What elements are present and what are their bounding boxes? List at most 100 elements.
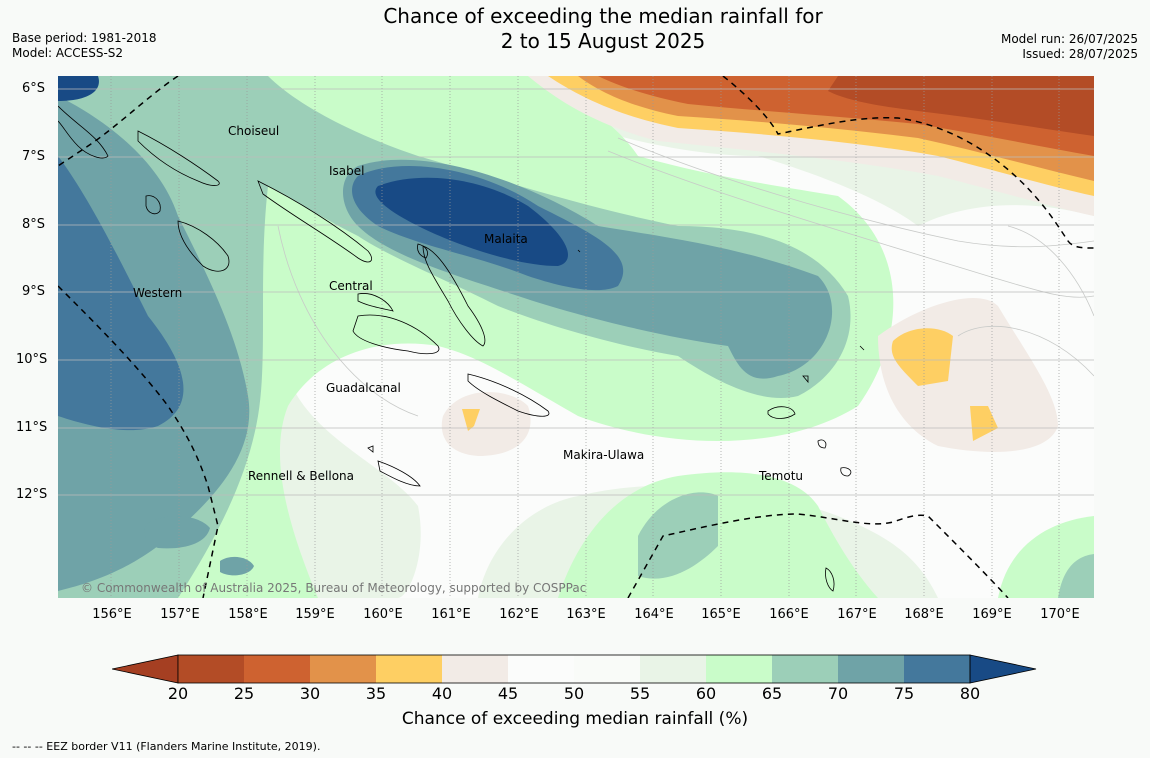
island-makira (467, 373, 550, 417)
lat-label-12s: 12°S (16, 487, 48, 502)
colorbar-segment (838, 655, 904, 683)
label-guadalcanal: Guadalcanal (326, 381, 401, 395)
lon-label-157e: 157°E (160, 607, 200, 622)
colorbar-tick-label: 30 (299, 684, 321, 703)
colorbar-segment (574, 655, 640, 683)
island-choiseul (137, 130, 220, 186)
lon-label-166e: 166°E (769, 607, 809, 622)
lon-label-167e: 167°E (837, 607, 877, 622)
colorbar-tick-label: 35 (365, 684, 387, 703)
contour-60-65 (58, 76, 894, 598)
label-choiseul: Choiseul (228, 124, 279, 138)
colorbar-segment (244, 655, 310, 683)
issued-date: Issued: 28/07/2025 (1022, 47, 1138, 61)
island-malaita-north (417, 243, 428, 259)
colorbar-segment (772, 655, 838, 683)
lon-label-162e: 162°E (499, 607, 539, 622)
island-tikopia (825, 567, 835, 592)
contour-40-45-central (441, 392, 531, 456)
colorbar-under-triangle (112, 654, 179, 684)
label-western: Western (133, 286, 182, 300)
island-new-georgia (177, 220, 230, 272)
contour-35-40-east2 (970, 406, 998, 441)
island-vanikoro (840, 467, 852, 477)
label-makira-ulawa: Makira-Ulawa (563, 448, 644, 462)
lat-label-8s: 8°S (22, 217, 46, 232)
contour-65-70-east (1058, 554, 1094, 598)
coastlines (58, 105, 865, 592)
contour-75-80 (58, 156, 184, 431)
colorbar-tick-label: 60 (695, 684, 717, 703)
colorbar-tick-label: 75 (893, 684, 915, 703)
island-bellona (367, 445, 374, 453)
colorbar-tick-label: 45 (497, 684, 519, 703)
title-line2: 2 to 15 August 2025 (500, 29, 706, 53)
colorbar-tick-label: 55 (629, 684, 651, 703)
colorbar (112, 654, 1037, 684)
contour-lines (277, 137, 1094, 417)
lat-label-7s: 7°S (22, 149, 46, 164)
contour-35-40-central (462, 409, 480, 431)
lat-label-9s: 9°S (22, 284, 46, 299)
parallels (58, 88, 1094, 496)
island-bougainville (58, 105, 109, 159)
contour-65-70 (58, 76, 851, 598)
place-labels: Choiseul Isabel Malaita Central Western … (133, 124, 803, 483)
colorbar-segment (442, 655, 508, 683)
colorbar-segment (640, 655, 706, 683)
eez-note: -- -- -- EEZ border V11 (Flanders Marine… (12, 740, 321, 753)
colorbar-segment (310, 655, 376, 683)
lon-label-161e: 161°E (431, 607, 471, 622)
island-isabel (257, 180, 372, 263)
base-period: Base period: 1981-2018 (12, 31, 157, 45)
contour-35-40-east (891, 328, 953, 386)
island-reef (802, 375, 809, 384)
colorbar-over-triangle (969, 654, 1037, 684)
colorbar-segment (706, 655, 772, 683)
contour-20-25-ne (828, 76, 1094, 136)
model-name: Model: ACCESS-S2 (12, 46, 124, 60)
lon-label-169e: 169°E (972, 607, 1012, 622)
colorbar-segment (508, 655, 574, 683)
colorbar-tick-label: 70 (827, 684, 849, 703)
colorbar-tick-label: 25 (233, 684, 255, 703)
chart-title: Chance of exceeding the median rainfall … (0, 4, 1150, 54)
colorbar-tick-label: 40 (431, 684, 453, 703)
island-utupua (817, 439, 827, 449)
lon-label-160e: 160°E (363, 607, 403, 622)
contour-65-70-south (638, 492, 718, 579)
label-temotu: Temotu (758, 469, 803, 483)
colorbar-tick-label: 80 (959, 684, 981, 703)
colorbar-segment (178, 655, 244, 683)
lat-label-10s: 10°S (16, 352, 48, 367)
colorbar-label: Chance of exceeding median rainfall (%) (401, 709, 749, 729)
colorbar-segment (904, 655, 970, 683)
colorbar-frame (177, 654, 971, 684)
lon-label-164e: 164°E (634, 607, 674, 622)
island-malaita (422, 245, 486, 347)
island-rennell (377, 460, 421, 487)
meta-left: Base period: 1981-2018 Model: ACCESS-S2 (12, 31, 157, 61)
lon-label-156e: 156°E (92, 607, 132, 622)
model-run: Model run: 26/07/2025 (1000, 32, 1138, 46)
label-malaita: Malaita (484, 232, 528, 246)
copyright-text: © Commonwealth of Australia 2025, Bureau… (81, 581, 586, 595)
contour-over-80 (375, 177, 568, 266)
meta-right: Model run: 26/07/2025 Issued: 28/07/2025 (1001, 32, 1138, 62)
colorbar-tick-label: 50 (563, 684, 585, 703)
eez-borders (58, 76, 1094, 598)
lon-label-163e: 163°E (566, 607, 606, 622)
lat-label-11s: 11°S (16, 420, 48, 435)
lon-label-158e: 158°E (228, 607, 268, 622)
island-central-nggela (357, 293, 394, 312)
lat-label-6s: 6°S (22, 81, 46, 96)
island-ontong (577, 249, 581, 253)
meridians (110, 76, 1060, 598)
island-santa-cruz (767, 406, 796, 419)
colorbar-segment (376, 655, 442, 683)
label-isabel: Isabel (329, 164, 364, 178)
rainfall-map: Choiseul Isabel Malaita Central Western … (58, 76, 1094, 598)
contour-70-75-south2 (220, 556, 254, 576)
contour-over-80-nw (58, 76, 99, 101)
colorbar-tick-label: 65 (761, 684, 783, 703)
